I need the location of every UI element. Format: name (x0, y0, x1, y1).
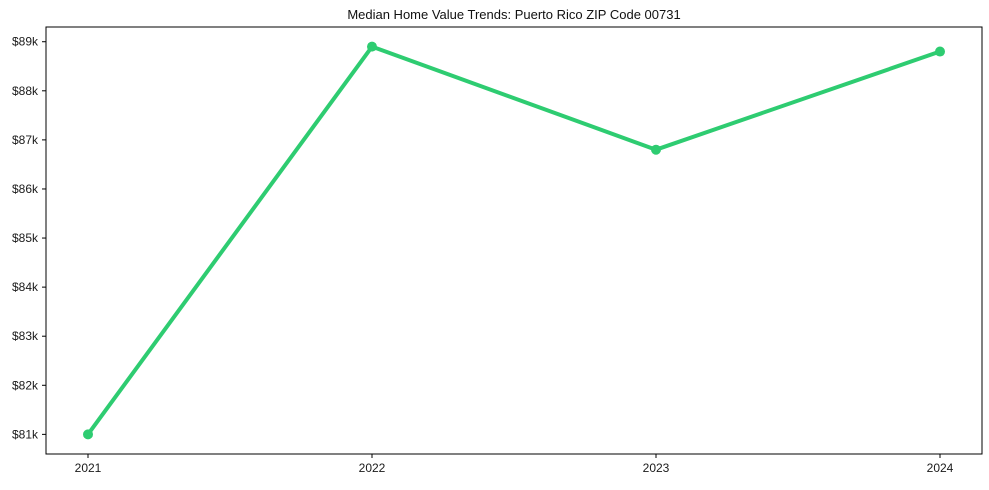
data-point-marker (935, 46, 945, 57)
x-axis-tick-label: 2022 (359, 461, 386, 475)
trend-line (86, 44, 942, 437)
y-axis-tick-label: $86k (12, 182, 39, 196)
x-axis-tick-label: 2023 (643, 461, 670, 475)
y-axis-tick-label: $82k (12, 378, 39, 392)
y-axis-tick-label: $87k (12, 133, 39, 147)
y-axis-tick-label: $88k (12, 84, 39, 98)
data-point-marker (367, 41, 377, 52)
chart-title: Median Home Value Trends: Puerto Rico ZI… (347, 7, 681, 22)
plot-border (45, 26, 983, 455)
x-axis-tick-label: 2024 (927, 461, 954, 475)
y-axis-tick-label: $81k (12, 427, 39, 441)
x-axis-tick-label: 2021 (75, 461, 102, 475)
data-point-marker (651, 144, 661, 155)
data-point-marker (83, 429, 93, 440)
y-axis-tick-label: $85k (12, 231, 39, 245)
y-axis-tick-label: $89k (12, 35, 39, 49)
y-axis-tick-label: $83k (12, 329, 39, 343)
y-axis-tick-label: $84k (12, 280, 39, 294)
